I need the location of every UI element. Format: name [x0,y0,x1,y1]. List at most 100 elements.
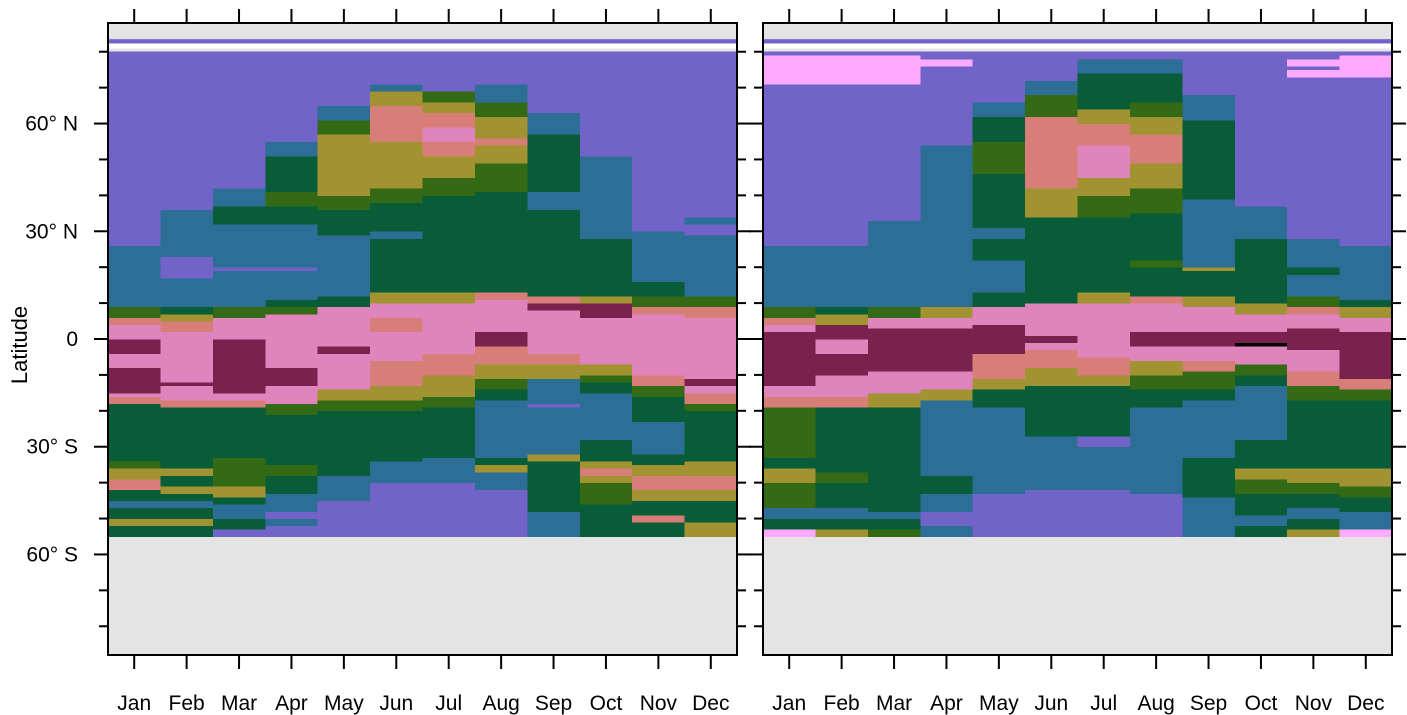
heatmap-cell [1025,216,1079,293]
heatmap-cell [815,518,869,530]
x-tick-label: Dec [1347,692,1384,715]
heatmap-cell [763,245,817,308]
heatmap-cell [579,461,633,469]
heatmap-cell [370,400,424,412]
heatmap-cell [579,317,633,351]
heatmap-cell [1077,73,1131,110]
heatmap-cell [474,364,528,379]
heatmap-cell [763,457,817,469]
heatmap-cell [1287,349,1341,372]
heatmap-cell [1129,260,1183,268]
x-tick-label: Jun [379,692,413,715]
heatmap-cell [972,238,1026,261]
y-tick-label: 30° S [26,436,78,459]
heatmap-cell [527,303,581,311]
heatmap-cell [763,407,817,458]
heatmap-cell [815,374,869,397]
heatmap-cell [763,529,817,537]
heatmap-cell [1129,58,1183,74]
heatmap-cell [763,84,817,247]
heatmap-cell [474,464,528,473]
heatmap-cell [1182,471,1236,498]
heatmap-cell [972,227,1026,239]
heatmap-cell [763,507,817,519]
heatmap-cell [1287,267,1341,275]
heatmap-cell [527,353,581,365]
heatmap-cell [108,461,162,469]
heatmap-cell [265,414,319,466]
heatmap-cell [108,353,162,369]
heatmap-cell [920,66,974,146]
heatmap-cell [579,468,633,476]
y-tick-label: 60° N [25,113,78,136]
heatmap-cell [632,231,686,282]
heatmap-cell [370,91,424,106]
heatmap-cell [1182,331,1236,347]
heatmap-cell [579,155,633,207]
heatmap-cell [474,191,528,293]
y-tick-label: 30° N [25,220,78,243]
heatmap-cell [1287,385,1341,401]
right-panel [749,9,1406,669]
heatmap-cell [474,137,528,146]
heatmap-cell [867,407,921,505]
heatmap-cell [108,339,162,354]
x-tick-label: Aug [1137,692,1174,715]
heatmap-cell [1339,446,1393,469]
heatmap-cell [579,504,633,523]
x-tick-label: Apr [930,692,963,715]
heatmap-cell [684,234,738,297]
heatmap-cell [160,256,214,279]
heatmap-cell [265,267,319,272]
heatmap-cell [632,295,686,308]
heatmap-cell [1129,51,1183,60]
heatmap-cell [317,209,371,236]
heatmap-cell [1025,367,1079,387]
heatmap-cell [1182,346,1236,361]
heatmap-cell [763,518,817,530]
heatmap-cell [1182,94,1236,121]
heatmap-cell [1287,371,1341,387]
heatmap-cell [1287,274,1341,297]
heatmap-cell [815,51,869,56]
heatmap-cell [579,303,633,318]
heatmap-cell [212,270,266,308]
heatmap-cell [579,475,633,484]
heatmap-cell [1182,457,1236,473]
heatmap-cell [1182,497,1236,527]
heatmap-cell [1287,306,1341,315]
heatmap-cell [265,155,319,193]
heatmap-cell [867,529,921,537]
heatmap-cell [474,331,528,347]
heatmap-cell [212,188,266,207]
heatmap-cell [1182,400,1236,458]
heatmap-cell [1339,331,1393,379]
heatmap-cell [527,453,581,462]
heatmap-cell [108,317,162,326]
heatmap-cell [1234,206,1288,239]
heatmap-cell [265,464,319,476]
heatmap-cell [1234,51,1288,207]
heatmap-cell [1234,504,1288,516]
heatmap-cell [1234,385,1288,440]
heatmap-cell [1077,292,1131,304]
heatmap-cell [422,127,476,142]
heatmap-cell [1287,58,1341,67]
heatmap-cell [815,84,869,247]
heatmap-cell [1129,102,1183,117]
heatmap-cell [212,267,266,272]
heatmap-cell [265,270,319,300]
heatmap-cell [212,504,266,519]
heatmap-cell [108,396,162,405]
heatmap-cell [1287,76,1341,239]
heatmap-cell [1129,267,1183,297]
heatmap-cell [1129,493,1183,537]
heatmap-cell [972,173,1026,229]
heatmap-cell [370,303,424,318]
heatmap-cell [867,511,921,519]
heatmap-cell [1025,489,1079,537]
heatmap-cell [1129,407,1183,494]
heatmap-cell [1182,525,1236,537]
heatmap-cell [527,209,581,297]
heatmap-cell [1077,356,1131,376]
